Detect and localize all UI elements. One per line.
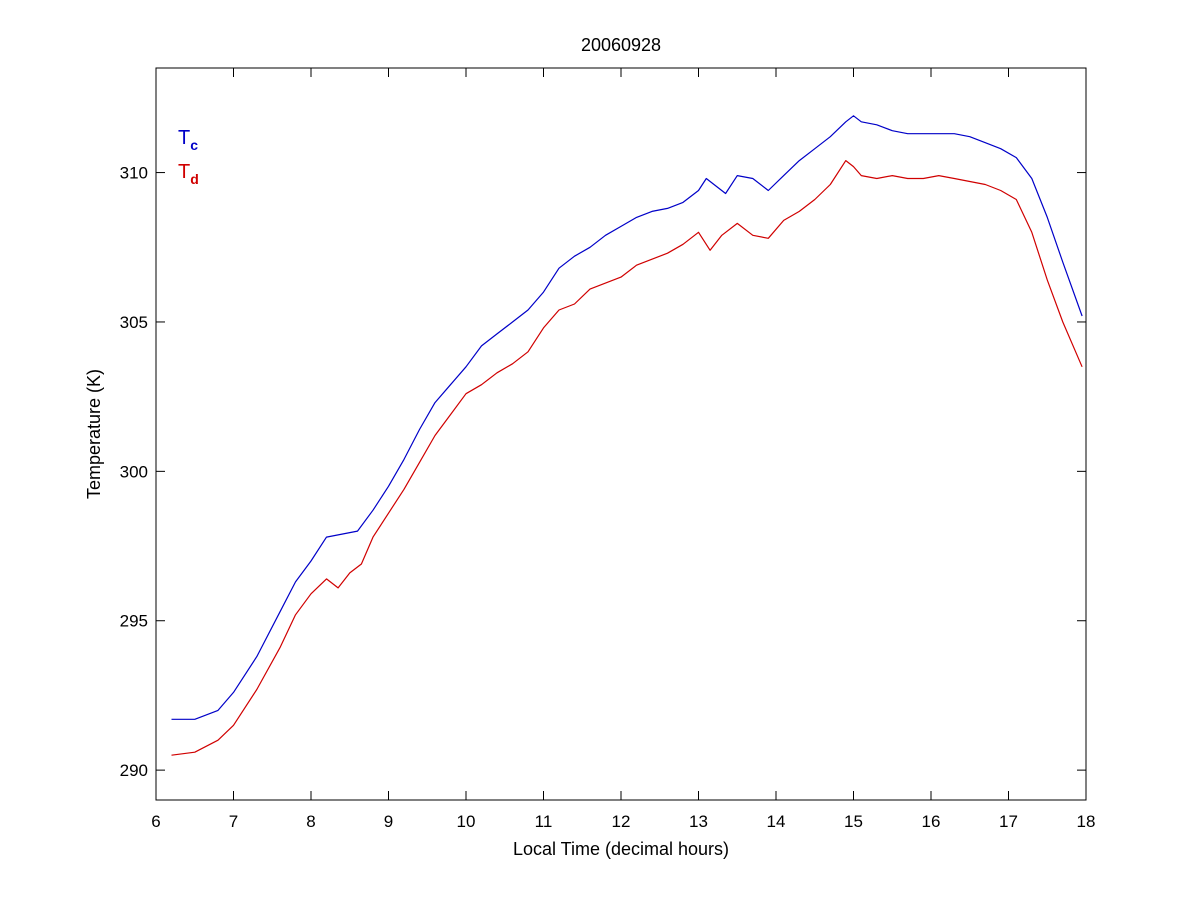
legend-entry-tc: Tc (178, 127, 198, 153)
x-tick-label: 15 (844, 812, 863, 831)
chart-title: 20060928 (581, 35, 661, 55)
series-line-t-c (171, 115, 1083, 720)
series-layer (171, 115, 1083, 756)
legend-tc-symbol: T (178, 127, 190, 149)
x-tick-label: 17 (999, 812, 1018, 831)
y-axis-ticks: 290 295 300 305 310 (120, 164, 1086, 780)
y-tick-label: 290 (120, 761, 148, 780)
x-tick-label: 6 (151, 812, 160, 831)
x-tick-label: 14 (767, 812, 786, 831)
x-tick-label: 10 (457, 812, 476, 831)
y-tick-label: 305 (120, 313, 148, 332)
x-tick-label: 7 (229, 812, 238, 831)
y-tick-label: 300 (120, 462, 148, 481)
legend-td-symbol: T (178, 161, 190, 183)
legend-tc-subscript: c (190, 137, 198, 153)
x-tick-label: 8 (306, 812, 315, 831)
series-line-t-d (171, 160, 1083, 756)
y-tick-label: 310 (120, 164, 148, 183)
x-axis-label: Local Time (decimal hours) (513, 839, 729, 859)
plot-area (155, 67, 1087, 801)
x-tick-label: 9 (384, 812, 393, 831)
x-tick-label: 16 (922, 812, 941, 831)
legend-td-subscript: d (190, 171, 199, 187)
y-tick-label: 295 (120, 612, 148, 631)
x-axis-ticks: 6 7 8 9 10 11 12 13 14 15 16 17 18 (151, 68, 1095, 831)
legend: Tc Td (178, 127, 199, 187)
x-tick-label: 12 (612, 812, 631, 831)
x-tick-label: 11 (535, 812, 553, 831)
y-axis-label: Temperature (K) (84, 369, 104, 499)
x-tick-label: 13 (689, 812, 708, 831)
x-tick-label: 18 (1077, 812, 1096, 831)
legend-entry-td: Td (178, 161, 199, 187)
